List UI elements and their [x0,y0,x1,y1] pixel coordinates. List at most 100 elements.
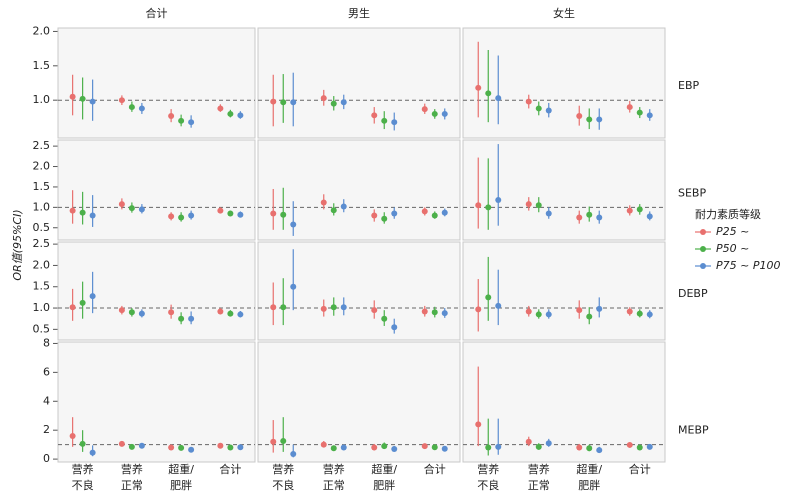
point [217,105,224,112]
point [79,299,86,306]
point [178,117,185,124]
point [495,197,502,203]
point [636,109,643,116]
point [576,444,583,451]
legend-marker [700,229,706,235]
point [168,444,175,451]
point [138,442,145,449]
point [646,311,653,318]
panel [462,139,666,241]
y-tick-label: 2 [43,423,50,436]
panel [257,139,461,241]
point [330,100,337,107]
point [188,446,195,453]
point [596,447,603,454]
point [525,98,532,105]
legend-title: 耐力素质等级 [695,207,761,221]
point [535,443,542,450]
point [217,207,224,214]
x-tick-label: 肥胖 [578,479,600,492]
point [626,207,633,214]
point [330,207,337,214]
point [626,104,633,111]
point [340,304,347,311]
point [485,444,492,451]
point [646,112,653,119]
panel [57,341,256,463]
point [128,205,135,212]
point [118,201,125,208]
x-tick-label: 超重/ [168,462,194,476]
point [545,210,552,217]
y-axis-label: OR值(95%CI) [11,209,24,280]
point [69,93,76,100]
y-tick-label: 0 [43,452,50,465]
point [188,315,195,322]
point [89,212,96,219]
point [371,112,378,119]
point [535,202,542,209]
point [485,90,492,97]
point [646,443,653,450]
point [118,440,125,447]
point [421,208,428,215]
point [320,199,327,206]
y-tick-label: 4 [43,394,50,407]
point [391,324,398,331]
point [525,308,532,315]
point [545,440,552,447]
y-tick-label: 0.5 [33,322,51,335]
point [525,201,532,208]
panel [57,241,256,341]
point [128,443,135,450]
point [596,116,603,123]
point [646,213,653,220]
point [237,112,244,119]
point [178,315,185,322]
panel [57,139,256,241]
point [495,302,502,309]
y-tick-label: 1.0 [33,200,51,213]
y-tick-label: 6 [43,365,50,378]
point [586,313,593,320]
point [596,305,603,312]
point [227,444,234,451]
point [381,215,388,222]
x-tick-label: 合计 [424,462,446,476]
point [431,444,438,451]
point [79,209,86,216]
point [168,113,175,119]
panel [257,27,461,139]
panel [57,27,256,139]
point [138,310,145,317]
point [128,309,135,316]
point [237,311,244,318]
point [340,203,347,210]
point [178,214,185,221]
legend-marker [700,246,706,252]
point [290,99,297,106]
point [475,84,482,91]
point [545,311,552,318]
point [69,432,76,439]
point [475,306,482,313]
legend-label: P75 ~ P100 [716,259,780,272]
point [636,310,643,317]
point [217,308,224,315]
column-header: 合计 [146,6,168,20]
x-tick-label: 超重/ [371,462,397,476]
point [495,95,502,102]
y-tick-label: 0.5 [33,221,51,234]
y-tick-label: 1.5 [33,180,51,193]
x-tick-label: 营养 [272,462,294,476]
point [270,98,277,105]
x-tick-label: 营养 [72,462,94,476]
point [535,311,542,318]
point [576,214,583,221]
point [586,445,593,452]
point [475,202,482,209]
y-tick-label: 1.0 [33,93,51,106]
x-tick-label: 不良 [72,478,94,492]
x-tick-label: 营养 [477,462,499,476]
